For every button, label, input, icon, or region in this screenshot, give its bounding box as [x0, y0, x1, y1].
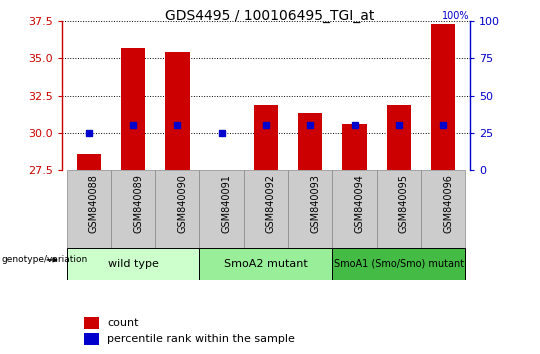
Text: GSM840089: GSM840089	[133, 174, 143, 233]
Text: genotype/variation: genotype/variation	[1, 255, 87, 264]
Bar	[165, 52, 190, 170]
Bar	[199, 170, 244, 248]
Text: percentile rank within the sample: percentile rank within the sample	[107, 334, 295, 344]
Text: SmoA2 mutant: SmoA2 mutant	[224, 259, 308, 269]
Bar	[431, 24, 455, 170]
Bar	[84, 333, 99, 346]
Bar	[77, 154, 101, 170]
Bar	[66, 248, 199, 280]
Bar	[387, 104, 411, 170]
Text: GSM840096: GSM840096	[443, 174, 453, 233]
Text: GSM840093: GSM840093	[310, 174, 320, 233]
Text: wild type: wild type	[107, 259, 158, 269]
Bar	[244, 170, 288, 248]
Bar	[421, 170, 465, 248]
Bar	[377, 170, 421, 248]
Text: GSM840091: GSM840091	[221, 174, 232, 233]
Text: 100%: 100%	[442, 11, 470, 21]
Text: GDS4495 / 100106495_TGI_at: GDS4495 / 100106495_TGI_at	[165, 9, 375, 23]
Bar	[298, 113, 322, 170]
Bar	[254, 104, 278, 170]
Text: GSM840094: GSM840094	[355, 174, 365, 233]
Bar	[288, 170, 333, 248]
Bar	[84, 317, 99, 329]
Text: GSM840090: GSM840090	[177, 174, 187, 233]
Bar	[342, 124, 367, 170]
Text: GSM840095: GSM840095	[399, 174, 409, 233]
Text: GSM840092: GSM840092	[266, 174, 276, 233]
Bar	[121, 48, 145, 170]
Bar	[155, 170, 199, 248]
Text: SmoA1 (Smo/Smo) mutant: SmoA1 (Smo/Smo) mutant	[334, 259, 464, 269]
Bar	[333, 170, 377, 248]
Bar	[199, 248, 333, 280]
Bar	[66, 170, 111, 248]
Text: GSM840088: GSM840088	[89, 174, 99, 233]
Bar	[111, 170, 155, 248]
Bar	[333, 248, 465, 280]
Text: count: count	[107, 318, 139, 329]
